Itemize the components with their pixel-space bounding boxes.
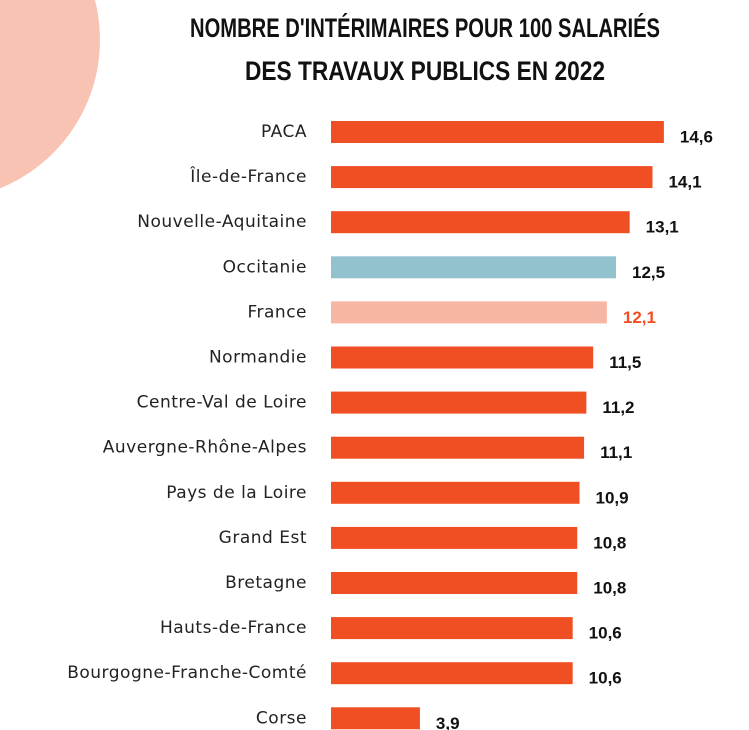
value-label: 10,6 xyxy=(589,669,622,688)
value-label: 10,6 xyxy=(589,624,622,643)
bar xyxy=(331,526,578,549)
bar xyxy=(331,301,607,324)
value-label: 11,2 xyxy=(602,398,634,417)
value-label: 12,1 xyxy=(623,308,656,327)
value-label: 14,1 xyxy=(668,173,701,192)
category-label: Bretagne xyxy=(225,573,307,593)
category-label: Hauts-de-France xyxy=(160,618,307,638)
value-label: 12,5 xyxy=(632,263,665,282)
category-label: France xyxy=(247,302,307,322)
category-label: Corse xyxy=(256,708,307,728)
category-label: Pays de la Loire xyxy=(166,483,307,503)
bar xyxy=(331,481,580,504)
bar xyxy=(331,121,664,143)
value-label: 13,1 xyxy=(646,218,679,237)
category-label: Bourgogne-Franche-Comté xyxy=(67,663,307,683)
bar xyxy=(331,617,573,640)
bar xyxy=(331,662,573,685)
category-label: Occitanie xyxy=(223,257,307,277)
category-label: Auvergne-Rhône-Alpes xyxy=(103,438,307,458)
chart-title: DES TRAVAUX PUBLICS EN 2022 xyxy=(245,56,605,86)
value-label: 3,9 xyxy=(436,714,460,730)
value-label: 10,9 xyxy=(596,488,629,507)
chart-title: NOMBRE D'INTÉRIMAIRES POUR 100 SALARIÉS xyxy=(190,12,660,43)
value-label: 11,1 xyxy=(600,443,632,462)
value-label: 11,5 xyxy=(609,353,641,372)
category-label: Île-de-France xyxy=(189,165,307,187)
category-label: Normandie xyxy=(209,348,307,368)
category-label: Nouvelle-Aquitaine xyxy=(137,212,307,232)
bar xyxy=(331,436,585,459)
category-label: Centre-Val de Loire xyxy=(137,393,307,413)
bar xyxy=(331,572,578,594)
bar xyxy=(331,391,587,414)
bar xyxy=(331,707,420,730)
category-label: Grand Est xyxy=(219,528,307,548)
value-label: 10,8 xyxy=(593,578,626,597)
category-label: PACA xyxy=(261,122,307,142)
bar xyxy=(331,211,630,234)
bar xyxy=(331,346,594,369)
value-label: 14,6 xyxy=(680,127,713,146)
value-label: 10,8 xyxy=(593,533,626,552)
bar xyxy=(331,166,653,189)
decor-circle xyxy=(0,0,100,189)
bar xyxy=(331,256,616,279)
